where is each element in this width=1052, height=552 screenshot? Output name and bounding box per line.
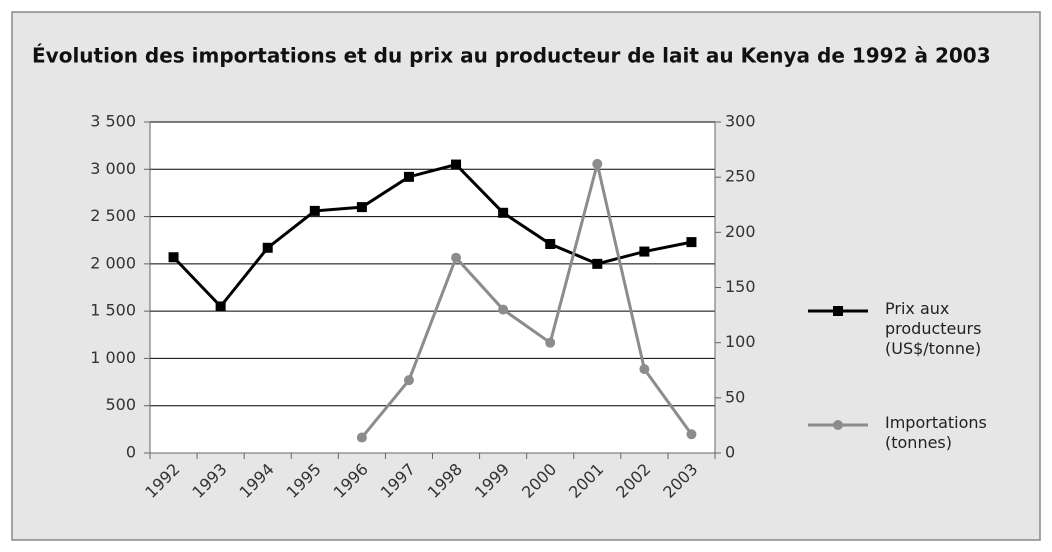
y2-tick-label: 300 [725, 112, 756, 131]
point [356, 432, 367, 443]
y2-tick-label: 100 [725, 332, 756, 351]
point [356, 202, 367, 213]
y2-tick-label: 0 [725, 443, 735, 462]
legend-marker [833, 306, 843, 316]
point [498, 304, 509, 315]
point [545, 238, 556, 249]
point [686, 429, 697, 440]
y2-tick-label: 150 [725, 277, 756, 296]
point [592, 258, 603, 269]
y2-tick-label: 50 [725, 387, 745, 406]
y-tick-label: 500 [105, 395, 136, 414]
y2-tick-label: 250 [725, 167, 756, 186]
legend-label: Prix aux producteurs (US$/tonne) [885, 299, 982, 358]
point [403, 375, 414, 386]
point [215, 301, 226, 312]
y-tick-label: 3 000 [90, 159, 136, 178]
plot-area [150, 122, 715, 453]
point [451, 252, 462, 263]
y-tick-label: 1 000 [90, 348, 136, 367]
point [262, 242, 273, 253]
point [309, 205, 320, 216]
series-line [172, 162, 692, 309]
point [498, 207, 509, 218]
point [639, 364, 650, 375]
point [545, 337, 556, 348]
point [168, 252, 179, 263]
y-tick-label: 3 500 [90, 112, 136, 131]
y2-tick-label: 200 [725, 222, 756, 241]
series-line [360, 163, 693, 439]
point [403, 171, 414, 182]
point [592, 158, 603, 169]
y-tick-label: 0 [126, 443, 136, 462]
point [639, 246, 650, 257]
y-tick-label: 2 000 [90, 253, 136, 272]
chart-title: Évolution des importations et du prix au… [32, 44, 991, 68]
point [451, 159, 462, 170]
legend-label: Importations (tonnes) [885, 413, 987, 452]
point [686, 237, 697, 248]
legend-marker [833, 420, 843, 430]
y-tick-label: 1 500 [90, 301, 136, 320]
y-tick-label: 2 500 [90, 206, 136, 225]
